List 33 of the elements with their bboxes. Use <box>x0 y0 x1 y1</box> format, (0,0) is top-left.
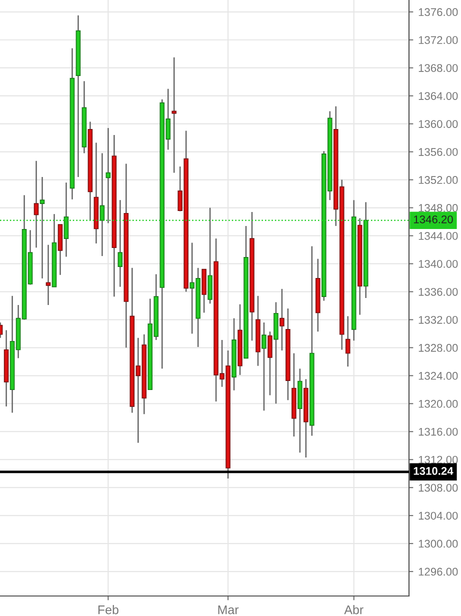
y-tick-label: 1364.00 <box>418 92 458 100</box>
y-tick-label: 1316.00 <box>418 428 458 436</box>
x-tick-label: Mar <box>218 605 239 614</box>
y-tick-label: 1356.00 <box>418 148 458 156</box>
candlestick <box>46 244 51 306</box>
y-tick-label: 1324.00 <box>418 372 458 380</box>
candlestick <box>262 322 266 412</box>
candlestick <box>268 330 272 396</box>
candlestick <box>172 56 176 174</box>
y-tick-label: 1340.00 <box>418 260 458 268</box>
y-tick-label: 1360.00 <box>418 120 458 128</box>
y-tick-label: 1332.00 <box>418 316 458 324</box>
y-tick-label: 1352.00 <box>418 176 458 184</box>
y-tick-label: 1368.00 <box>418 64 458 72</box>
candlestick <box>345 316 350 368</box>
y-tick-label: 1308.00 <box>418 484 458 492</box>
y-tick-label: 1320.00 <box>418 400 458 408</box>
y-tick-label: 1336.00 <box>418 288 458 296</box>
x-tick-label: Abr <box>344 605 364 614</box>
y-tick-label: 1304.00 <box>418 512 458 520</box>
y-tick-label: 1296.00 <box>418 568 458 576</box>
candlestick <box>34 160 39 248</box>
y-tick-label: 1376.00 <box>418 8 458 16</box>
ref-line-label: 1346.20 <box>414 215 453 224</box>
y-tick-label: 1348.00 <box>418 204 458 212</box>
y-tick-label: 1372.00 <box>418 36 458 44</box>
x-tick-label: Feb <box>98 605 118 614</box>
y-tick-label: 1328.00 <box>418 344 458 352</box>
y-tick-label: 1300.00 <box>418 540 458 548</box>
y-tick-label: 1344.00 <box>418 232 458 240</box>
candlestick <box>280 288 284 352</box>
y-tick-label: 1312.00 <box>418 456 458 464</box>
ref-line-label: 1310.24 <box>414 467 454 475</box>
